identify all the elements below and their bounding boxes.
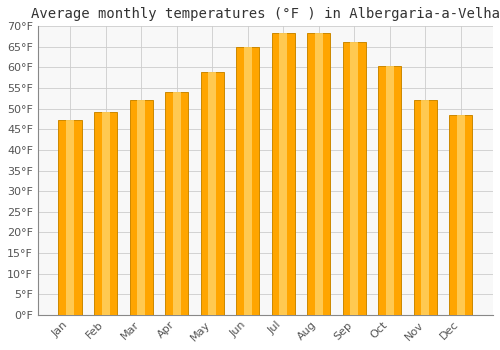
Bar [314, 33, 323, 315]
Bar [236, 47, 259, 315]
Bar [279, 33, 287, 315]
Bar [378, 66, 402, 315]
Bar [200, 72, 224, 315]
Bar [58, 120, 82, 315]
Bar [172, 92, 180, 315]
Bar [94, 112, 117, 315]
Bar [102, 112, 110, 315]
Bar [307, 33, 330, 315]
Bar [208, 72, 216, 315]
Bar [130, 100, 152, 315]
Bar [457, 115, 465, 315]
Bar [244, 47, 252, 315]
Bar [414, 100, 437, 315]
Bar [272, 33, 294, 315]
Bar [342, 42, 366, 315]
Bar [66, 120, 74, 315]
Bar [422, 100, 430, 315]
Bar [450, 115, 472, 315]
Bar [137, 100, 145, 315]
Bar [350, 42, 358, 315]
Title: Average monthly temperatures (°F ) in Albergaria-a-Velha: Average monthly temperatures (°F ) in Al… [31, 7, 500, 21]
Bar [386, 66, 394, 315]
Bar [165, 92, 188, 315]
